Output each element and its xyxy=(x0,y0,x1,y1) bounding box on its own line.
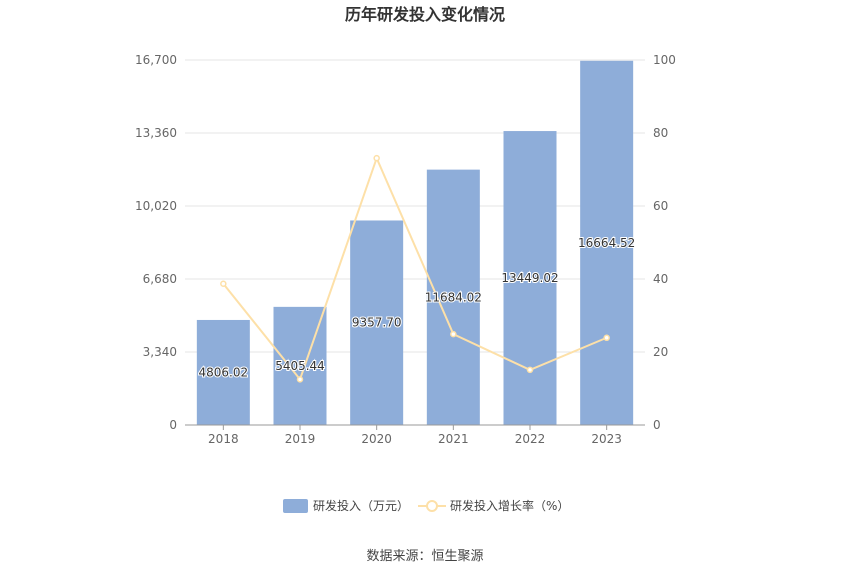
left-tick-label: 0 xyxy=(169,418,177,432)
bar-value-label: 13449.02 xyxy=(501,271,558,285)
line-point xyxy=(526,366,534,374)
legend-bar-label: 研发投入（万元） xyxy=(313,498,409,513)
right-tick-label: 80 xyxy=(653,126,668,140)
right-tick-label: 100 xyxy=(653,53,676,67)
line-series xyxy=(220,154,610,383)
bar-labels: 4806.02 5405.44 9357.70 11684.02 13449.02 166… xyxy=(198,235,637,381)
growth-line xyxy=(222,155,608,382)
left-tick-label: 3,340 xyxy=(143,345,177,359)
line-point xyxy=(220,280,227,287)
x-tick-label: 2018 xyxy=(208,432,239,446)
legend-bar-swatch xyxy=(283,499,308,513)
left-tick-label: 10,020 xyxy=(135,199,177,213)
left-axis-ticks: 0 3,340 6,680 10,020 13,360 16,700 xyxy=(135,53,177,432)
line-point xyxy=(450,330,457,338)
left-tick-label: 13,360 xyxy=(135,126,177,140)
bar-series xyxy=(196,60,634,426)
data-source: 数据来源：恒生聚源 xyxy=(366,549,483,564)
legend-line-marker xyxy=(426,500,438,512)
bar-value-label: 9357.70 xyxy=(352,316,402,330)
right-tick-label: 0 xyxy=(653,418,661,432)
left-tick-label: 6,680 xyxy=(143,272,177,286)
x-tick-label: 2020 xyxy=(361,432,392,446)
right-tick-label: 20 xyxy=(653,345,668,359)
right-tick-label: 60 xyxy=(653,199,668,213)
x-tick-label: 2022 xyxy=(515,432,546,446)
chart-title: 历年研发投入变化情况 xyxy=(345,5,505,24)
line-point xyxy=(603,334,610,342)
right-axis-ticks: 0 20 40 60 80 100 xyxy=(653,53,676,432)
grid-lines xyxy=(185,59,645,353)
legend[interactable]: 研发投入（万元） 研发投入增长率（%） xyxy=(283,498,569,513)
bar-value-label: 16664.52 xyxy=(578,236,635,250)
legend-line-label: 研发投入增长率（%） xyxy=(450,498,569,513)
right-tick-label: 40 xyxy=(653,272,668,286)
line-point xyxy=(296,376,304,383)
bar-value-label: 11684.02 xyxy=(425,290,482,304)
x-axis: 2018 2019 2020 2021 2022 2023 xyxy=(185,424,645,446)
bar xyxy=(580,60,634,426)
left-tick-label: 16,700 xyxy=(135,53,177,67)
x-tick-label: 2023 xyxy=(591,432,622,446)
bar xyxy=(196,319,250,425)
legend-item-bar[interactable]: 研发投入（万元） xyxy=(283,498,409,513)
bar xyxy=(350,220,404,425)
line-point xyxy=(373,154,380,162)
x-tick-label: 2019 xyxy=(285,432,316,446)
bar-value-label: 4806.02 xyxy=(199,365,249,379)
bar xyxy=(503,131,557,425)
bar xyxy=(426,169,480,425)
bar-value-label: 5405.44 xyxy=(275,359,325,373)
x-tick-label: 2021 xyxy=(438,432,469,446)
legend-item-line[interactable]: 研发投入增长率（%） xyxy=(418,498,569,513)
